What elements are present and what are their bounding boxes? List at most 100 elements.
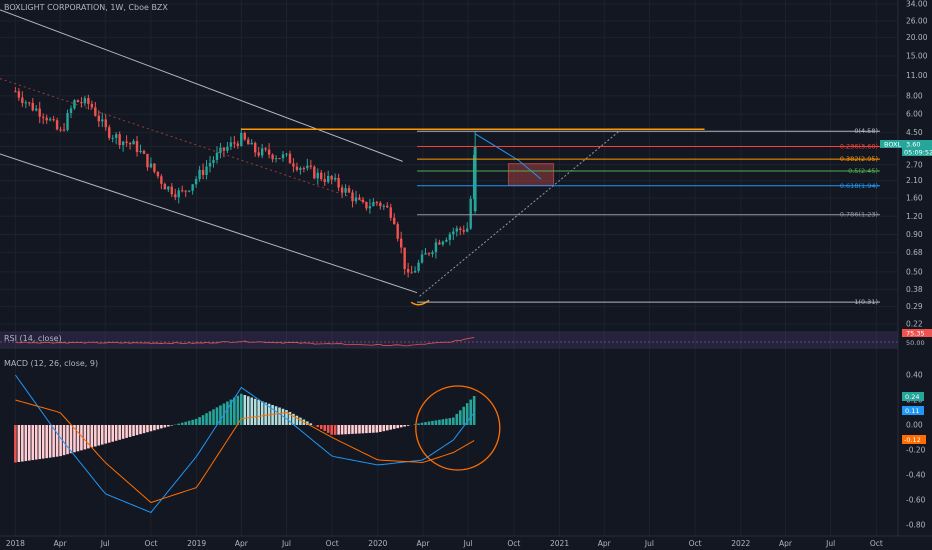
candle-body — [368, 206, 372, 209]
bottom-highlight-arc — [410, 299, 430, 306]
candle-body — [35, 108, 38, 111]
candle-body — [462, 229, 465, 232]
macd-histogram-bar — [83, 425, 87, 450]
macd-histogram-bar — [167, 425, 170, 427]
fib-level-label: 0.382(2.95) — [840, 155, 878, 163]
price-tick-label: 0.38 — [906, 285, 923, 294]
time-tick-label: Apr — [417, 539, 431, 548]
candle-body — [271, 154, 274, 160]
rsi-band — [0, 332, 898, 348]
fib-level-label: 0.786(1.23) — [840, 211, 878, 219]
rsi-pane — [0, 337, 898, 347]
macd-histogram-bar — [69, 425, 73, 454]
macd-histogram-bar — [458, 410, 462, 425]
candle-body — [243, 132, 246, 140]
candle-body — [292, 163, 295, 167]
macd-histogram-bar — [132, 425, 135, 437]
macd-hist-text: 0.24 — [905, 393, 919, 401]
candle-body — [222, 147, 226, 151]
candle-body — [87, 98, 90, 104]
candle-body — [114, 134, 118, 138]
candle-body — [382, 205, 386, 207]
macd-histogram-bar — [139, 425, 142, 435]
price-tick-label: 0.90 — [906, 230, 923, 239]
price-tick-label: 2.10 — [906, 176, 923, 185]
macd-histogram-bar — [90, 425, 94, 448]
candle-body — [431, 252, 434, 255]
rsi-last-text: 75.35 — [906, 330, 925, 338]
macd-histogram-bar — [299, 417, 302, 425]
macd-histogram-bar — [229, 399, 233, 425]
macd-histogram-bar — [149, 425, 153, 432]
channel-lower-line — [0, 153, 418, 294]
time-tick-label: Oct — [689, 539, 702, 548]
candle-body — [406, 269, 410, 273]
macd-histogram-bar — [274, 406, 278, 425]
macd-histogram-bar — [399, 425, 403, 428]
macd-histogram-bar — [434, 420, 438, 425]
last-price-text: 3.60 — [906, 141, 920, 149]
candle-body — [452, 231, 455, 235]
macd-histogram-bar — [27, 425, 31, 461]
time-axis[interactable]: 2018 Apr Jul Oct 2019 Apr Jul Oct 2020 Apr Jul Oct 2… — [0, 535, 932, 548]
macd-histogram-bar — [472, 396, 476, 425]
macd-histogram-bar — [379, 425, 382, 432]
macd-histogram-bar — [94, 425, 97, 447]
macd-histogram-bar — [424, 422, 427, 425]
macd-histogram-bar — [452, 417, 455, 425]
macd-histogram-bar — [285, 410, 288, 425]
candle-body — [306, 165, 309, 169]
macd-histogram-bar — [257, 400, 260, 425]
price-tick-label: 4.50 — [906, 128, 923, 137]
time-tick-label: 2019 — [187, 539, 206, 548]
candle-body — [90, 103, 94, 108]
candle-body — [281, 154, 285, 159]
macd-histogram-bar — [114, 425, 118, 441]
candle-body — [187, 190, 191, 192]
macd-histogram-bar — [326, 425, 330, 433]
last-price-tag — [902, 140, 932, 148]
macd-histogram-bar — [118, 425, 121, 440]
time-tick-label: Jul — [281, 539, 291, 548]
macd-histogram-bar — [427, 421, 431, 425]
macd-tick-label: -0.40 — [906, 471, 926, 480]
candle-body — [153, 163, 156, 172]
candle-body — [393, 217, 396, 225]
candle-body — [354, 197, 358, 202]
candle-body — [441, 241, 445, 245]
candle-body — [167, 186, 170, 190]
candle-body — [80, 102, 83, 104]
candle-body — [264, 148, 267, 150]
price-tick-label: 26.00 — [906, 17, 928, 26]
candle-body — [361, 199, 365, 203]
macd-histogram-bar — [351, 425, 354, 434]
candle-body — [219, 147, 222, 153]
candle-body — [73, 100, 76, 109]
macd-histogram-bar — [267, 403, 271, 425]
channel-upper-line — [0, 9, 403, 162]
candle-body — [45, 117, 48, 121]
candle-body — [160, 176, 163, 184]
candle-body — [337, 177, 340, 188]
macd-histogram-bar — [288, 411, 292, 425]
candle-body — [389, 207, 392, 218]
candle-body — [372, 202, 375, 207]
macd-histogram-bar — [31, 425, 35, 461]
fib-retracement[interactable]: 0(4.58) 0.236(3.60) 0.382(2.95) 0.5(2.45) 0.… — [241, 127, 880, 306]
candle-body — [313, 166, 316, 179]
candle-body — [135, 141, 139, 152]
macd-histogram-bar — [153, 425, 156, 431]
macd-histogram-bar — [180, 422, 184, 425]
macd-tick-label: -0.80 — [906, 521, 926, 530]
candle-body — [438, 242, 441, 245]
price-axis[interactable]: 34.00 26.00 20.00 15.00 11.00 8.00 6.00 4.50 3.6… — [906, 0, 928, 328]
price-tick-label: 20.00 — [906, 33, 928, 42]
macd-histogram-bar — [438, 419, 441, 425]
candle-body — [267, 149, 271, 155]
fib-level-label: 0.236(3.60) — [840, 143, 878, 151]
time-tick-label: Jul — [825, 539, 835, 548]
candle-body — [410, 272, 413, 274]
candle-body — [55, 120, 59, 130]
